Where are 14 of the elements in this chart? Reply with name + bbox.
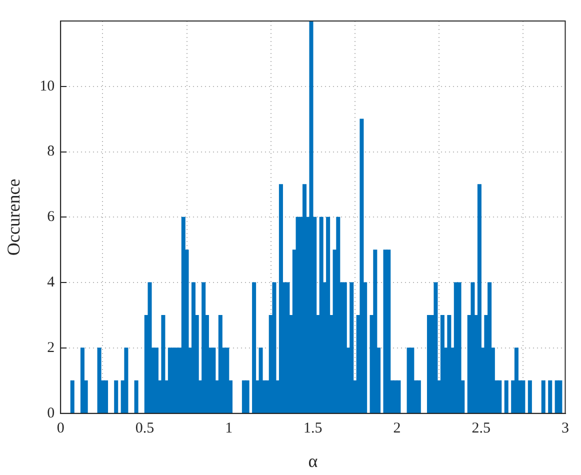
y-tick-label: 2 [47, 340, 55, 356]
y-tick-label: 6 [47, 209, 56, 226]
x-tick-label: 2 [393, 420, 401, 436]
y-tick-label: 4 [47, 274, 56, 291]
x-tick-label: 2.5 [472, 420, 491, 436]
y-tick-label: 10 [40, 78, 55, 94]
y-tick-label: 8 [47, 144, 55, 160]
y-tick-label: 0 [47, 405, 55, 422]
x-tick-label: 0.5 [135, 420, 154, 436]
x-tick-label: 3 [562, 420, 569, 436]
x-tick-label: 1 [225, 420, 233, 436]
y-axis-title: Occurence [4, 178, 24, 256]
x-axis-title: α [308, 450, 318, 471]
x-tick-label: 1.5 [304, 420, 322, 436]
